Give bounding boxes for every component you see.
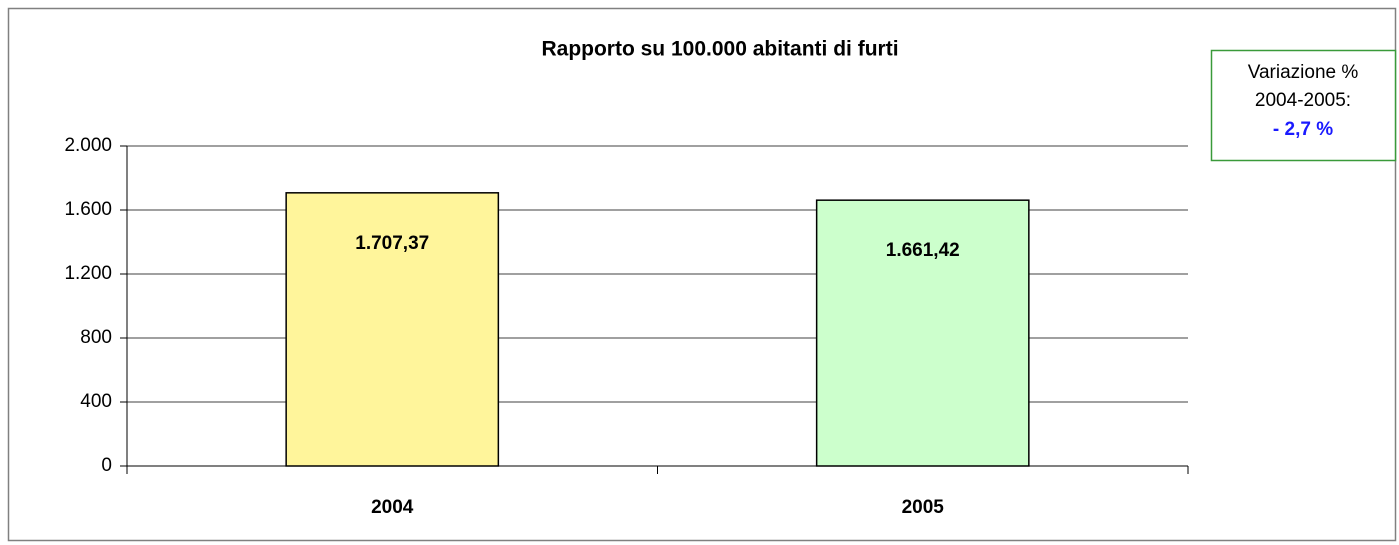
annotation-line: 2004-2005:: [1255, 90, 1351, 111]
annotation-box: [1210, 49, 1397, 162]
value-label: 1.707,37: [355, 233, 429, 254]
y-tick-label: 1.600: [64, 199, 112, 220]
x-tick-label: 2004: [371, 497, 414, 518]
y-tick-label: 2.000: [64, 135, 112, 156]
chart-border: [7, 7, 1397, 542]
annotation-value: - 2,7 %: [1273, 119, 1333, 140]
x-tick-label: 2005: [902, 497, 945, 518]
bar: [285, 192, 500, 467]
bar: [815, 199, 1030, 467]
y-tick-label: 1.200: [64, 263, 112, 284]
value-label: 1.661,42: [886, 240, 960, 261]
y-tick-label: 400: [80, 391, 112, 412]
y-tick-label: 800: [80, 327, 112, 348]
y-tick-label: 0: [101, 455, 112, 476]
chart-title: Rapporto su 100.000 abitanti di furti: [541, 38, 898, 61]
annotation-line: Variazione %: [1248, 62, 1359, 83]
